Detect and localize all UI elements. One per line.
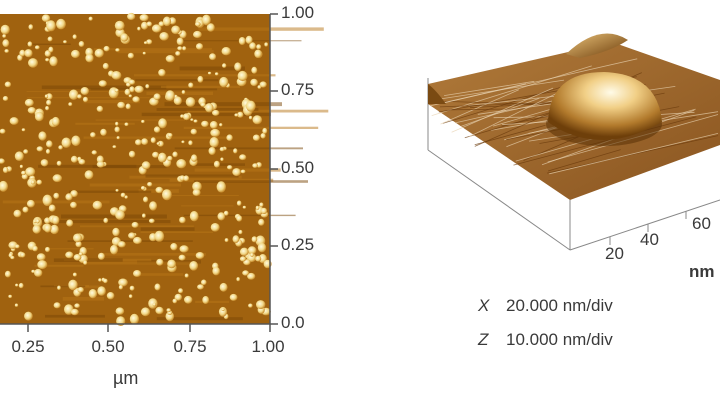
x3d-tick-60: 60	[692, 214, 711, 233]
x-tick-0-25: 0.25	[11, 337, 45, 356]
x-tick-0-75: 0.75	[173, 337, 207, 356]
scale-x-row: X 20.000 nm/div	[478, 296, 613, 316]
scale-z-value: 10.000 nm/div	[506, 330, 613, 349]
y-tick-0-0: 0.0	[281, 313, 305, 332]
x-axis-unit: µm	[113, 368, 139, 388]
scale-x-value: 20.000 nm/div	[506, 296, 613, 315]
scale-z-axis: Z	[478, 330, 489, 349]
x-tick-0-50: 0.50	[91, 337, 125, 356]
y-tick-0-25: 0.25	[281, 235, 315, 254]
x-tick-1-00: 1.00	[251, 337, 285, 356]
afm-particles	[0, 12, 272, 326]
y-tick-1-00: 1.00	[281, 3, 315, 22]
dome	[548, 72, 662, 140]
x3d-unit-partial: nm	[689, 262, 715, 281]
x-axis-3d-ticks	[609, 211, 687, 245]
afm-scan-streaks	[2, 27, 329, 321]
x3d-tick-20: 20	[605, 244, 624, 263]
surface-corner-bump	[428, 84, 446, 104]
x3d-tick-40: 40	[640, 230, 659, 249]
scale-x-axis: X	[478, 296, 490, 315]
scale-z-row: Z 10.000 nm/div	[478, 330, 613, 350]
surface-back-peak	[566, 33, 628, 58]
x-axis-ticks	[27, 324, 271, 332]
y-tick-0-75: 0.75	[281, 80, 315, 99]
y-tick-0-50: 0.50	[281, 158, 315, 177]
y-axis-ticks	[270, 13, 278, 325]
